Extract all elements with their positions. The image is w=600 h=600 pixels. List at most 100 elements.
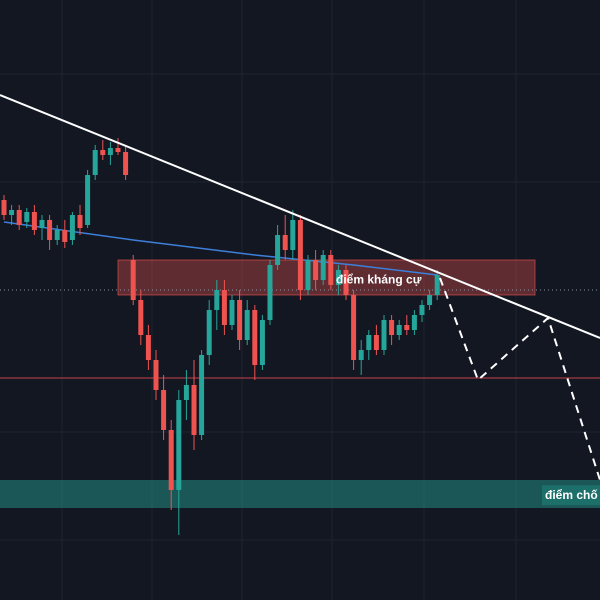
support-zone (0, 480, 600, 508)
annotation: điểm chố (545, 488, 598, 502)
candle (297, 215, 303, 300)
candle-body (85, 175, 91, 225)
candle (123, 145, 129, 180)
candle (305, 255, 311, 295)
candle-body (145, 335, 151, 360)
candle (343, 265, 349, 300)
candle-body (404, 325, 410, 330)
candle (434, 270, 440, 300)
moving-average (3, 221, 438, 276)
candle-body (24, 212, 30, 222)
candle-body (168, 430, 174, 490)
candle (427, 290, 433, 310)
candle-body (335, 270, 341, 285)
candle (411, 310, 417, 335)
candle (373, 325, 379, 355)
candle (16, 205, 22, 230)
candle-body (39, 220, 45, 228)
overlays: điểm kháng cự điểm chố (0, 94, 600, 506)
candle (381, 315, 387, 355)
candle-body (176, 400, 182, 490)
candle-body (396, 325, 402, 335)
candle (214, 280, 220, 330)
candle-body (206, 310, 212, 355)
candle-body (320, 255, 326, 280)
candle-body (138, 300, 144, 335)
candle-body (358, 350, 364, 360)
candle (47, 215, 53, 250)
candle (335, 265, 341, 295)
candle (54, 225, 60, 245)
candle (320, 250, 326, 285)
candle (176, 390, 182, 535)
candle-body (237, 300, 243, 340)
candle-body (328, 255, 334, 285)
candle-body (351, 295, 357, 360)
candle (31, 205, 37, 235)
candle-body (282, 235, 288, 250)
candle-body (419, 305, 425, 315)
projection-path (439, 277, 600, 481)
candle (9, 205, 15, 225)
candle-body (389, 320, 395, 335)
candle-body (381, 320, 387, 350)
candle-body (16, 210, 22, 225)
candle (229, 295, 235, 330)
candle (419, 300, 425, 322)
candle (328, 250, 334, 290)
candle (351, 290, 357, 370)
candle (199, 350, 205, 440)
candle-body (47, 220, 53, 240)
candle-body (69, 215, 75, 240)
candle-body (297, 220, 303, 290)
candle (237, 290, 243, 350)
candle-body (77, 215, 83, 228)
candle-body (130, 260, 136, 300)
resistance-zone (117, 259, 536, 296)
candle-body (427, 295, 433, 305)
candle-body (100, 150, 106, 155)
candle-body (62, 230, 68, 242)
candle (252, 305, 258, 380)
candle-body (54, 230, 60, 240)
candle (1, 195, 7, 220)
candle (389, 315, 395, 345)
candle (107, 142, 113, 165)
candle (39, 215, 45, 240)
candle (290, 210, 296, 260)
candle-body (92, 150, 98, 175)
candle (168, 420, 174, 510)
candle-body (1, 200, 7, 215)
candle (358, 340, 364, 375)
candle (153, 350, 159, 400)
candle (115, 138, 121, 155)
candle-body (411, 315, 417, 330)
candle (183, 370, 189, 420)
candle (85, 170, 91, 228)
candle (275, 225, 281, 270)
candle (100, 140, 106, 160)
candle-body (290, 220, 296, 250)
candle (191, 360, 197, 450)
candle-body (191, 385, 197, 435)
candle (404, 315, 410, 335)
candle-body (434, 275, 440, 295)
candle-body (267, 265, 273, 320)
candle (244, 300, 250, 345)
candle-body (107, 148, 113, 155)
candle-body (221, 290, 227, 325)
candle (313, 250, 319, 290)
candle (221, 280, 227, 335)
annotation-box (542, 485, 600, 506)
candle-body (9, 210, 15, 215)
candle (138, 290, 144, 345)
candle-body (229, 300, 235, 325)
candles (1, 138, 440, 535)
candle-body (199, 355, 205, 435)
candle (259, 315, 265, 370)
annotation: điểm kháng cự (336, 273, 422, 287)
candle-body (259, 320, 265, 365)
candle-body (343, 270, 349, 295)
